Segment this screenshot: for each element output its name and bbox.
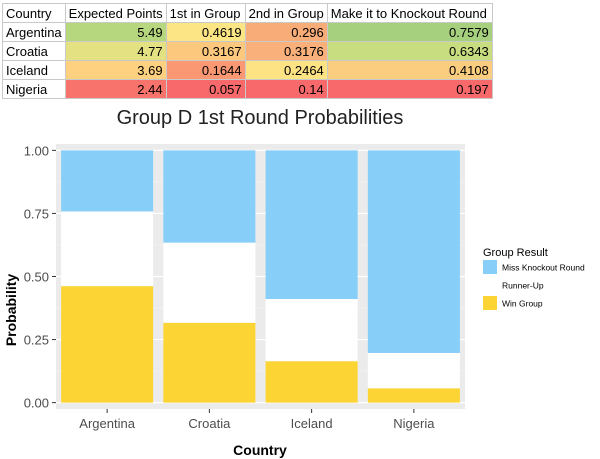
- value-cell: 0.7579: [326, 22, 493, 42]
- legend-swatch: [483, 260, 497, 274]
- y-tick-label: 0.25: [24, 333, 49, 348]
- y-tick-label: 0.00: [24, 396, 49, 411]
- country-cell: Iceland: [2, 60, 66, 80]
- country-cell: Argentina: [2, 22, 66, 42]
- chart-title: Group D 1st Round Probabilities: [117, 107, 404, 129]
- value-cell: 0.296: [244, 22, 328, 42]
- table-row: Nigeria 2.44 0.057 0.14 0.197: [2, 79, 493, 99]
- table-header: Make it to Knockout Round: [326, 3, 493, 23]
- value-cell: 3.69: [64, 60, 167, 80]
- bar-segment: [61, 150, 154, 212]
- legend-swatch: [483, 278, 497, 292]
- value-cell: 0.197: [326, 79, 493, 99]
- table-header: 1st in Group: [165, 3, 246, 23]
- table-row: Iceland 3.69 0.1644 0.2464 0.4108: [2, 60, 493, 80]
- value-cell: 0.4108: [326, 60, 493, 80]
- x-axis: Argentina Croatia Iceland Nigeria: [79, 409, 435, 431]
- y-axis: 0.00 0.25 0.50 0.75 1.00: [24, 143, 56, 411]
- bar-segment: [163, 242, 256, 323]
- probability-table: Country Expected Points 1st in Group 2nd…: [2, 3, 493, 99]
- bars: [61, 150, 460, 403]
- country-cell: Croatia: [2, 41, 66, 61]
- value-cell: 5.49: [64, 22, 167, 42]
- y-axis-label: Probability: [3, 274, 19, 347]
- stacked-bar-chart: Group D 1st Round Probabilities 0.00 0.25…: [3, 107, 585, 458]
- value-cell: 0.057: [165, 79, 246, 99]
- y-tick-label: 1.00: [24, 143, 49, 158]
- table-row: Argentina 5.49 0.4619 0.296 0.7579: [2, 22, 493, 42]
- bar-segment: [265, 150, 358, 300]
- bar-segment: [265, 299, 358, 362]
- table-header: 2nd in Group: [244, 3, 328, 23]
- bar-segment: [367, 388, 460, 403]
- legend-label: Miss Knockout Round: [502, 263, 585, 273]
- country-cell: Nigeria: [2, 79, 66, 99]
- y-tick-label: 0.50: [24, 270, 49, 285]
- legend-title: Group Result: [483, 247, 548, 259]
- table-header: Country: [2, 3, 66, 23]
- x-tick-label: Nigeria: [393, 416, 435, 431]
- value-cell: 0.3176: [244, 41, 328, 61]
- x-tick-label: Argentina: [79, 416, 135, 431]
- legend: Group Result Miss Knockout Round Runner-U…: [483, 247, 585, 310]
- legend-label: Win Group: [502, 299, 543, 309]
- value-cell: 0.1644: [165, 60, 246, 80]
- table-header: Expected Points: [64, 3, 167, 23]
- bar-segment: [163, 322, 256, 403]
- x-tick-label: Iceland: [291, 416, 333, 431]
- bar-segment: [367, 352, 460, 389]
- table-header-row: Country Expected Points 1st in Group 2nd…: [2, 3, 493, 23]
- bar-segment: [163, 150, 256, 243]
- value-cell: 0.14: [244, 79, 328, 99]
- x-tick-label: Croatia: [188, 416, 231, 431]
- value-cell: 0.6343: [326, 41, 493, 61]
- value-cell: 4.77: [64, 41, 167, 61]
- value-cell: 0.4619: [165, 22, 246, 42]
- bar-segment: [61, 211, 154, 287]
- legend-label: Runner-Up: [502, 281, 544, 291]
- value-cell: 2.44: [64, 79, 167, 99]
- y-tick-label: 0.75: [24, 206, 49, 221]
- x-axis-label: Country: [233, 442, 287, 458]
- bar-segment: [367, 150, 460, 353]
- bar-segment: [61, 286, 154, 403]
- table-row: Croatia 4.77 0.3167 0.3176 0.6343: [2, 41, 493, 61]
- value-cell: 0.2464: [244, 60, 328, 80]
- legend-swatch: [483, 296, 497, 310]
- bar-segment: [265, 361, 358, 403]
- value-cell: 0.3167: [165, 41, 246, 61]
